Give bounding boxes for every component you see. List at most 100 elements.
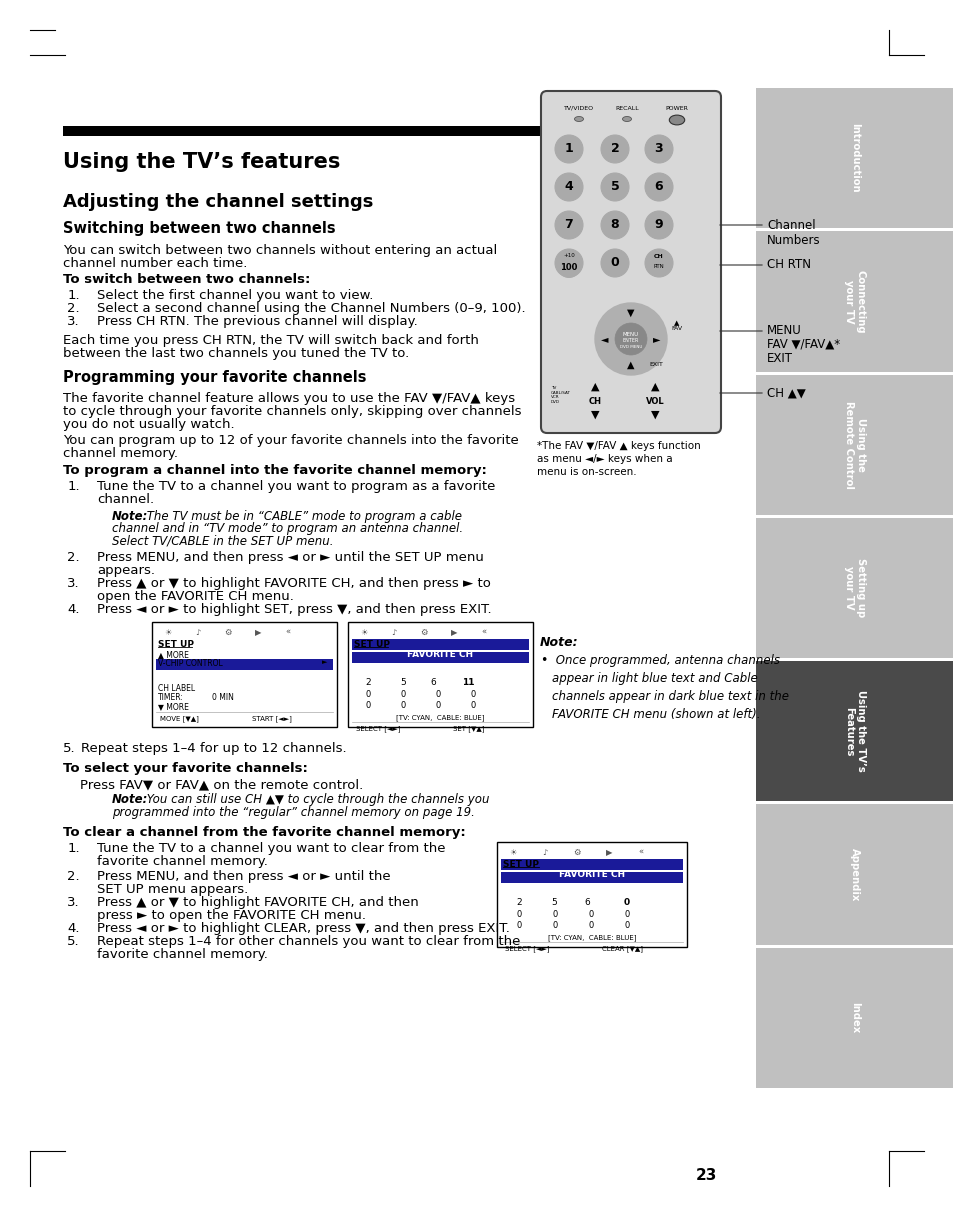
Text: CH: CH [588, 397, 601, 405]
Text: SET UP menu appears.: SET UP menu appears. [97, 883, 248, 896]
Text: 0: 0 [552, 921, 558, 930]
Text: you do not usually watch.: you do not usually watch. [63, 418, 234, 431]
Text: 1.: 1. [68, 289, 80, 302]
Text: RECALL: RECALL [615, 106, 639, 111]
Text: CLEAR [▼▲]: CLEAR [▼▲] [601, 946, 642, 952]
Text: 8: 8 [610, 218, 618, 232]
Text: Select the first channel you want to view.: Select the first channel you want to vie… [97, 289, 373, 302]
Bar [152, 622, 336, 727]
Text: ▲: ▲ [674, 320, 679, 326]
Bar [755, 804, 953, 944]
Text: Tune the TV to a channel you want to clear from the: Tune the TV to a channel you want to cle… [97, 842, 445, 855]
Text: ⚙: ⚙ [420, 628, 427, 637]
Text: TIMER:: TIMER: [158, 693, 184, 702]
Text: Press ▲ or ▼ to highlight FAVORITE CH, and then: Press ▲ or ▼ to highlight FAVORITE CH, a… [97, 896, 418, 909]
Text: Select a second channel using the Channel Numbers (0–9, 100).: Select a second channel using the Channe… [97, 302, 525, 315]
Text: Repeat steps 1–4 for up to 12 channels.: Repeat steps 1–4 for up to 12 channels. [81, 742, 346, 755]
Text: ENTER: ENTER [622, 339, 639, 344]
Text: between the last two channels you tuned the TV to.: between the last two channels you tuned … [63, 347, 409, 361]
Text: SET  [CLEAR]: SET [CLEAR] [558, 883, 624, 892]
Text: Repeat steps 1–4 for other channels you want to clear from the: Repeat steps 1–4 for other channels you … [97, 935, 519, 948]
Bar [156, 658, 333, 671]
Text: programmed into the “regular” channel memory on page 19.: programmed into the “regular” channel me… [112, 806, 475, 819]
Text: ♪: ♪ [195, 628, 200, 637]
Text: You can switch between two channels without entering an actual: You can switch between two channels with… [63, 244, 497, 257]
Circle shape [600, 135, 628, 163]
Text: 2: 2 [516, 898, 521, 907]
Circle shape [595, 303, 666, 375]
Text: 0: 0 [588, 911, 593, 919]
Text: FAV: FAV [671, 327, 681, 332]
Text: ▲: ▲ [626, 361, 634, 370]
Text: SET [▼▲]: SET [▼▲] [453, 725, 484, 732]
Text: 0: 0 [623, 911, 629, 919]
Text: Setting up
your TV: Setting up your TV [843, 558, 865, 617]
Text: 0: 0 [435, 690, 440, 699]
Text: +10: +10 [562, 253, 575, 258]
Text: RTN: RTN [653, 263, 663, 269]
Text: 2.: 2. [68, 551, 80, 564]
Text: CH LABEL: CH LABEL [158, 684, 195, 693]
Circle shape [644, 135, 672, 163]
Bar [755, 375, 953, 515]
Text: Press CH RTN. The previous channel will display.: Press CH RTN. The previous channel will … [97, 315, 417, 328]
Text: to cycle through your favorite channels only, skipping over channels: to cycle through your favorite channels … [63, 405, 521, 418]
Text: FAVORITE CH: FAVORITE CH [407, 650, 473, 658]
Text: Note:: Note: [112, 794, 149, 806]
Text: 0 MIN: 0 MIN [212, 693, 233, 702]
Text: FAV ▼/FAV▲*: FAV ▼/FAV▲* [766, 338, 840, 351]
Text: open the FAVORITE CH menu.: open the FAVORITE CH menu. [97, 590, 294, 603]
Text: 2.: 2. [68, 870, 80, 883]
Text: channel memory.: channel memory. [63, 447, 178, 459]
Text: ►: ► [321, 658, 327, 665]
Text: 1.: 1. [68, 842, 80, 855]
Text: 1.: 1. [68, 480, 80, 493]
Text: MENU: MENU [766, 324, 801, 338]
Text: ▶: ▶ [450, 628, 456, 637]
Text: as menu ◄/► keys when a: as menu ◄/► keys when a [537, 453, 672, 464]
Text: Using the
Remote Control: Using the Remote Control [843, 400, 865, 488]
Text: [SET]  CLEAR: [SET] CLEAR [407, 663, 473, 672]
Text: TV/VIDEO: TV/VIDEO [563, 106, 594, 111]
Text: 0: 0 [623, 898, 629, 907]
Text: 6: 6 [583, 898, 589, 907]
Text: You can still use CH ▲▼ to cycle through the channels you: You can still use CH ▲▼ to cycle through… [143, 794, 489, 806]
Text: favorite channel memory.: favorite channel memory. [97, 855, 268, 868]
Text: press ► to open the FAVORITE CH menu.: press ► to open the FAVORITE CH menu. [97, 909, 366, 923]
Text: Appendix: Appendix [849, 848, 859, 901]
Text: 3.: 3. [68, 896, 80, 909]
Text: ⚙: ⚙ [224, 628, 232, 637]
Text: EXIT: EXIT [649, 362, 662, 367]
Ellipse shape [574, 117, 583, 122]
Text: 0: 0 [400, 690, 405, 699]
Text: ▼: ▼ [650, 410, 659, 420]
Text: 1: 1 [564, 142, 573, 156]
Bar [352, 639, 529, 650]
Circle shape [555, 211, 582, 239]
Text: START [◄►]: START [◄►] [252, 715, 292, 721]
Text: 0: 0 [365, 690, 370, 699]
Text: 0: 0 [435, 701, 440, 710]
Text: 2: 2 [610, 142, 618, 156]
Text: ▶: ▶ [254, 628, 261, 637]
Text: FAVORITE CH: FAVORITE CH [558, 870, 624, 879]
Text: «: « [638, 848, 643, 857]
Text: CH ▲▼: CH ▲▼ [766, 386, 805, 399]
Text: Press ◄ or ► to highlight SET, press ▼, and then press EXIT.: Press ◄ or ► to highlight SET, press ▼, … [97, 603, 491, 616]
Text: «: « [285, 628, 291, 637]
Circle shape [615, 323, 646, 355]
Text: ☀: ☀ [360, 628, 367, 637]
Text: Connecting
your TV: Connecting your TV [843, 270, 865, 333]
Bar [500, 872, 682, 883]
Bar [63, 125, 542, 136]
Text: FAVORITE CH: FAVORITE CH [158, 671, 218, 679]
Circle shape [555, 135, 582, 163]
FancyBboxPatch shape [540, 90, 720, 433]
Ellipse shape [669, 115, 684, 125]
Text: 7: 7 [564, 218, 573, 232]
Text: •: • [539, 654, 547, 667]
Bar [500, 859, 682, 870]
Text: appears.: appears. [97, 564, 154, 576]
Text: channel.: channel. [97, 493, 154, 507]
Text: 0: 0 [365, 701, 370, 710]
